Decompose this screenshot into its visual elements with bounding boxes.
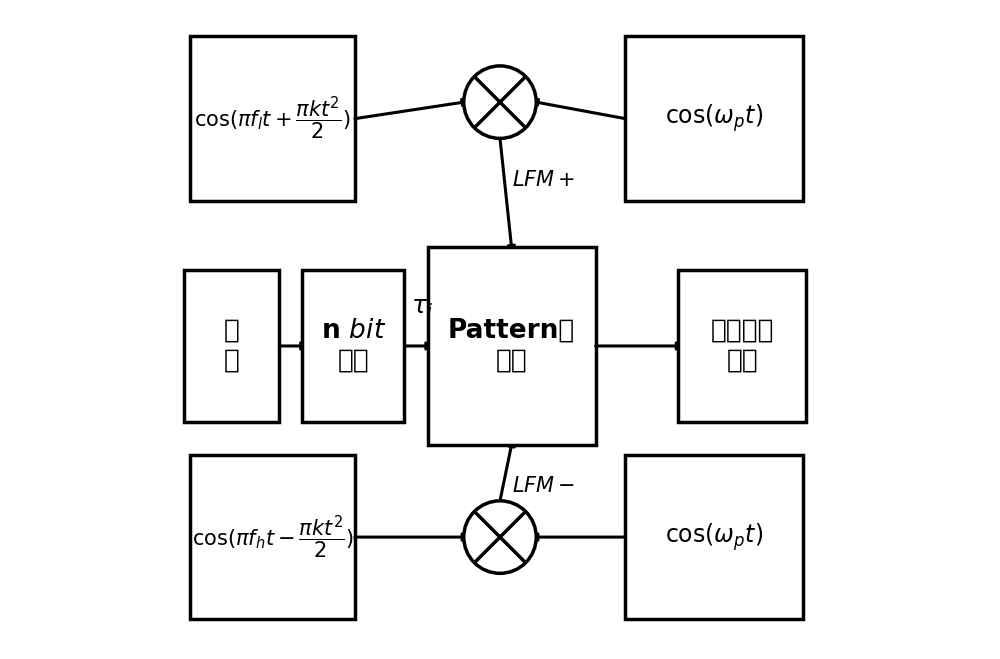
Text: 信
息: 信 息 (224, 318, 239, 374)
Circle shape (464, 501, 536, 573)
Text: $\cos(\omega_p t)$: $\cos(\omega_p t)$ (665, 103, 763, 134)
Text: Pattern码
选择: Pattern码 选择 (448, 318, 575, 374)
Bar (184, 270, 279, 422)
Text: $\tau_i$: $\tau_i$ (411, 296, 433, 320)
Bar (625, 36, 803, 201)
Text: $LFM+$: $LFM+$ (512, 169, 575, 190)
Text: 时延差分
调制: 时延差分 调制 (710, 318, 774, 374)
Bar (678, 270, 806, 422)
Bar (625, 455, 803, 619)
Text: n $bit$
量化: n $bit$ 量化 (321, 318, 386, 374)
Bar (302, 270, 404, 422)
Circle shape (464, 66, 536, 138)
Text: $\cos(\pi f_h t-\dfrac{\pi kt^2}{2})$: $\cos(\pi f_h t-\dfrac{\pi kt^2}{2})$ (192, 513, 354, 561)
Text: $\cos(\omega_p t)$: $\cos(\omega_p t)$ (665, 521, 763, 553)
Bar (190, 455, 355, 619)
Text: $LFM-$: $LFM-$ (512, 476, 575, 496)
Bar (190, 36, 355, 201)
Bar (428, 247, 596, 445)
Text: $\cos(\pi f_l t+\dfrac{\pi kt^2}{2})$: $\cos(\pi f_l t+\dfrac{\pi kt^2}{2})$ (194, 95, 351, 142)
